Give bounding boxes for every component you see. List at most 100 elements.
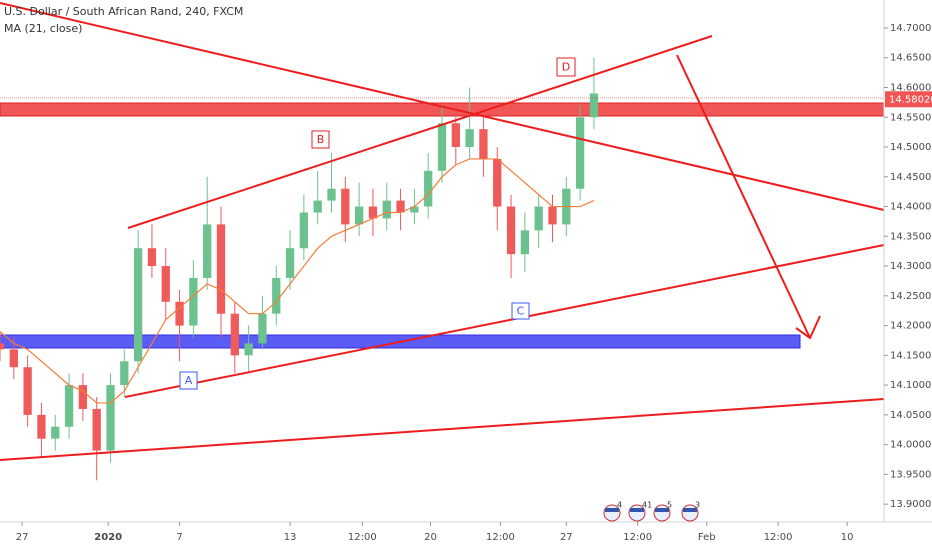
- y-tick-label: 14.40000: [890, 202, 932, 213]
- y-tick-label: 14.25000: [890, 291, 932, 302]
- candle-body: [37, 414, 46, 439]
- candle-body: [147, 248, 157, 267]
- candle-body: [120, 361, 129, 386]
- label-box: [511, 302, 530, 320]
- event-flag: [683, 508, 697, 512]
- moving-average: [0, 158, 595, 404]
- candle-body: [327, 188, 336, 201]
- candle-body: [341, 188, 350, 225]
- indicator-label: MA (21, close): [4, 22, 82, 35]
- candle-body: [534, 206, 543, 231]
- candle-body: [410, 206, 419, 213]
- candle-body: [64, 385, 74, 427]
- drawings: [0, 2, 885, 461]
- last-price-tag: [885, 91, 932, 108]
- candle-body: [51, 426, 60, 439]
- candle-body: [175, 301, 184, 326]
- candle-body: [161, 266, 170, 302]
- x-tick-label: 27: [16, 532, 29, 543]
- annotation: D: [562, 61, 570, 74]
- event-count: 5: [667, 501, 672, 510]
- candle-body: [9, 349, 18, 368]
- candle-body: [78, 385, 88, 409]
- candle-body: [424, 170, 433, 207]
- y-tick-label: 14.00000: [890, 440, 932, 451]
- trend-line: [124, 244, 885, 398]
- candle-body: [479, 129, 488, 159]
- plot-area: [0, 57, 599, 481]
- event-count: 4: [617, 501, 622, 510]
- x-tick-label: 20: [424, 532, 437, 543]
- candle-body: [203, 224, 212, 278]
- x-tick-label: 12:00: [348, 532, 377, 543]
- x-tick-label: 12:00: [623, 532, 652, 543]
- y-tick-label: 14.55000: [890, 112, 932, 123]
- y-tick-label: 13.90000: [890, 499, 932, 510]
- candle-body: [589, 93, 599, 118]
- candle-body: [23, 367, 32, 415]
- candle-body: [548, 206, 557, 225]
- x-tick-label: 2020: [94, 532, 122, 543]
- candle-body: [244, 343, 253, 356]
- y-tick-label: 14.70000: [890, 23, 932, 34]
- candle-body: [506, 206, 516, 255]
- x-tick-label: 27: [560, 532, 573, 543]
- event-flag: [630, 508, 644, 512]
- candle-body: [0, 343, 5, 350]
- y-tick-label: 14.30000: [890, 261, 932, 272]
- candle-body: [451, 123, 460, 148]
- y-tick-label: 13.95000: [890, 469, 932, 480]
- candle-body: [189, 277, 198, 326]
- candle-body: [396, 200, 405, 213]
- y-tick-label: 14.35000: [890, 231, 932, 242]
- x-tick-label: Feb: [698, 532, 716, 543]
- candle-body: [493, 158, 502, 207]
- candle-body: [520, 230, 530, 255]
- y-tick-label: 14.65000: [890, 53, 932, 64]
- y-tick-label: 14.10000: [890, 380, 932, 391]
- event-count: 41: [642, 501, 652, 510]
- event-count: 3: [695, 501, 700, 510]
- arrow-shaft: [676, 54, 811, 339]
- candle-body: [354, 206, 364, 225]
- x-tick-label: 12:00: [764, 532, 793, 543]
- candle-body: [216, 224, 226, 314]
- candle-body: [368, 206, 378, 219]
- candle-body: [382, 200, 391, 219]
- candle-body: [92, 408, 101, 451]
- label-box: [179, 371, 198, 390]
- x-tick-label: 7: [176, 532, 182, 543]
- candle-body: [575, 117, 585, 189]
- chart-title: U.S. Dollar / South African Rand, 240, F…: [4, 5, 243, 18]
- candle-body: [106, 385, 115, 451]
- candle-body: [437, 123, 447, 171]
- trend-line: [0, 398, 885, 461]
- candle-body: [133, 248, 143, 362]
- candle-body: [285, 248, 295, 278]
- candle-body: [299, 212, 309, 249]
- trend-line: [127, 35, 713, 229]
- annotation: B: [317, 133, 325, 146]
- candle-body: [230, 313, 239, 356]
- y-tick-label: 14.05000: [890, 410, 932, 421]
- event-flag: [605, 508, 619, 512]
- y-tick-label: 14.45000: [890, 172, 932, 183]
- candle-body: [465, 129, 474, 148]
- last-price-label: 14.58020: [889, 94, 932, 105]
- y-tick-label: 14.20000: [890, 321, 932, 332]
- x-tick-label: 13: [284, 532, 297, 543]
- x-tick-label: 10: [841, 532, 854, 543]
- arrow-head: [795, 315, 821, 340]
- x-tick-label: 12:00: [486, 532, 515, 543]
- annotation: A: [185, 374, 193, 387]
- candle-body: [313, 200, 322, 213]
- events: 4 41 5 3: [603, 501, 700, 522]
- y-tick-label: 14.50000: [890, 142, 932, 153]
- label-box: [556, 57, 576, 77]
- y-tick-label: 14.15000: [890, 350, 932, 361]
- event-flag: [655, 508, 669, 512]
- label-box: [311, 130, 330, 149]
- candle-body: [272, 277, 281, 314]
